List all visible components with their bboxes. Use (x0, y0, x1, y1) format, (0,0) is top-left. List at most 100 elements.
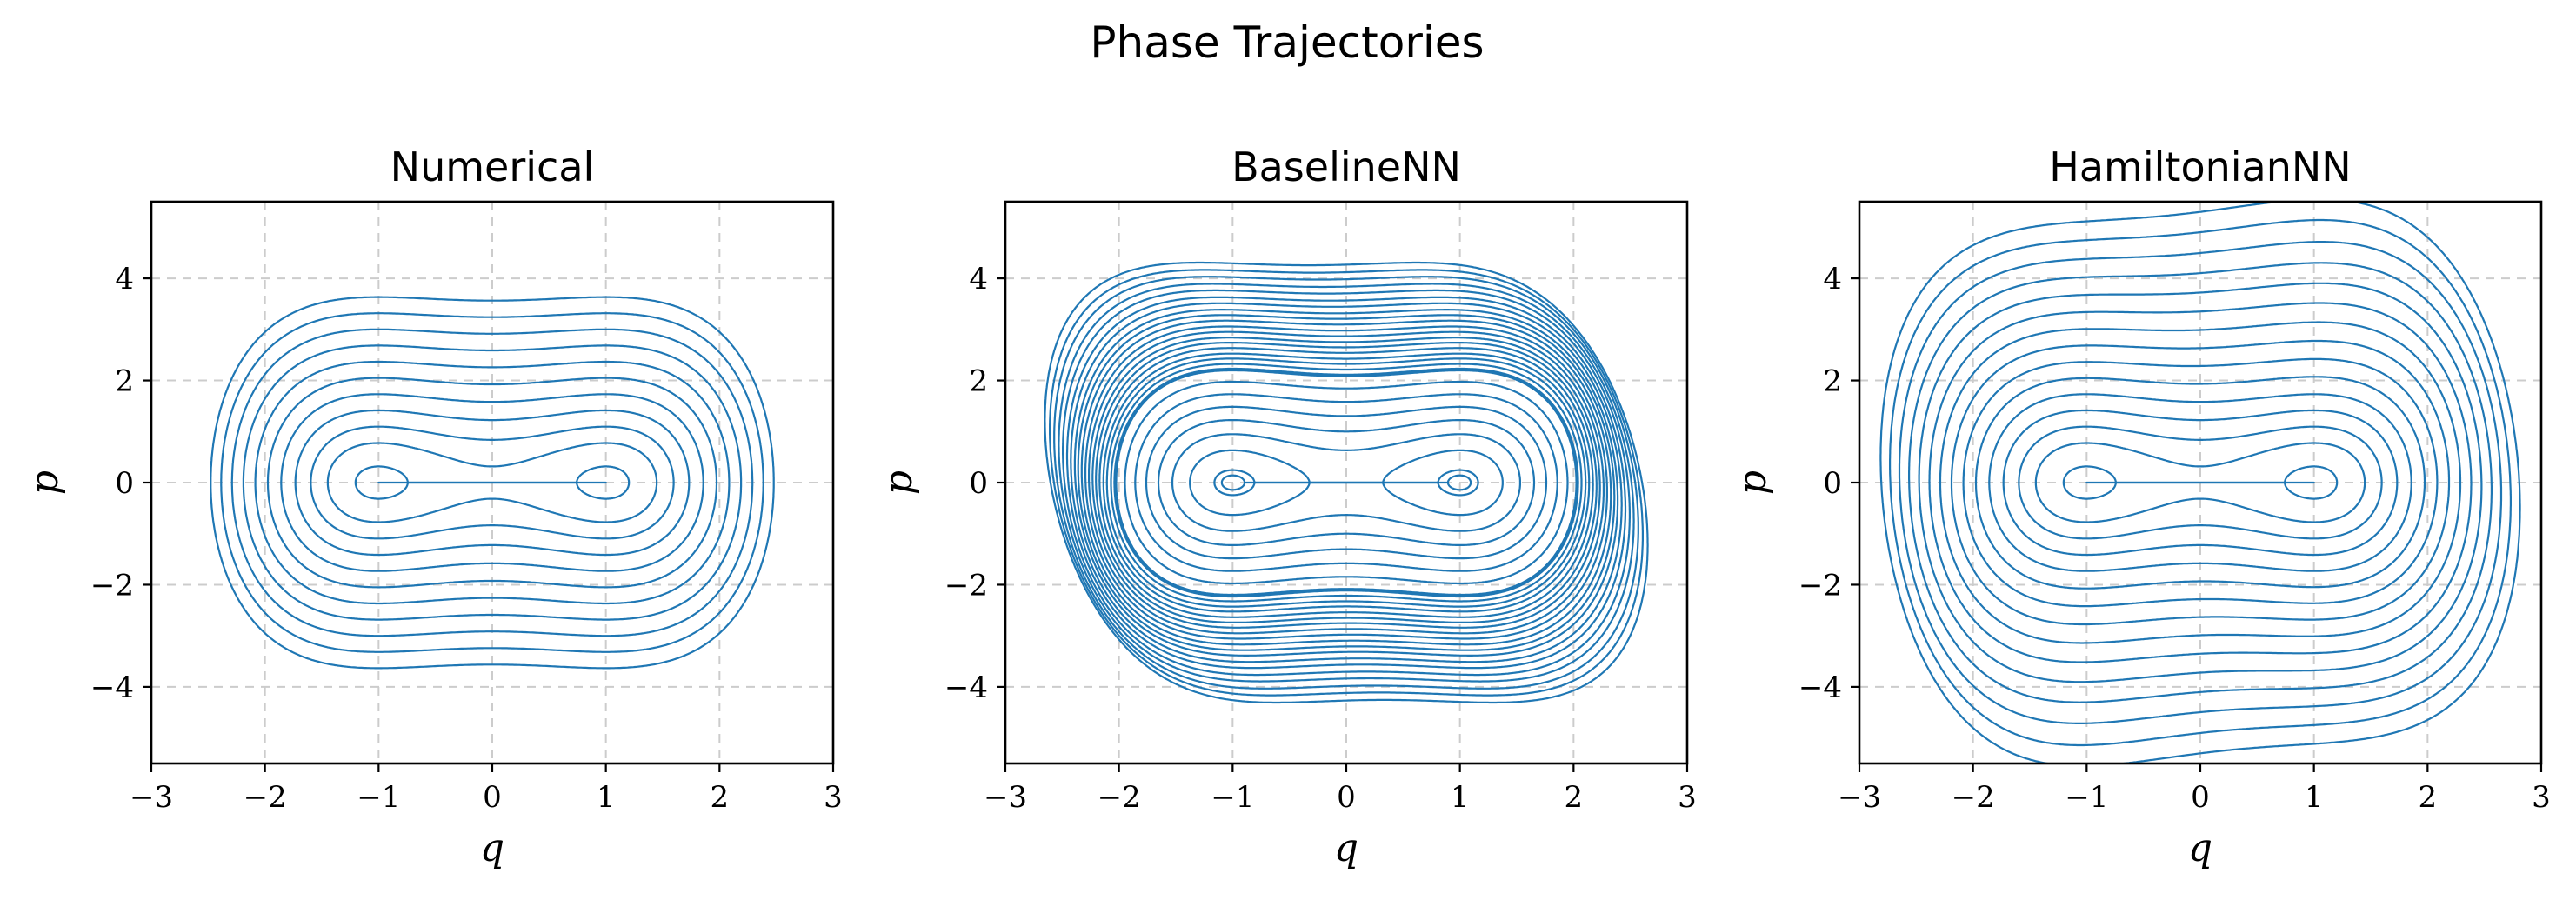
trajectory-line (1189, 449, 1504, 517)
y-axis-label: p (1731, 470, 1775, 495)
trajectory-line (242, 344, 743, 621)
trajectory-line (2062, 465, 2339, 500)
trajectory-line (1062, 289, 1631, 677)
y-tick-label: 4 (115, 262, 134, 297)
trajectory-line (1049, 269, 1644, 697)
panel-2: −3 −2 −1 0 1 2 3 −4 −2 0 2 4 BaselineNN q p (877, 143, 1697, 870)
y-tick-label: −4 (90, 670, 134, 705)
x-tick-label: −1 (1211, 780, 1254, 815)
x-tick-label: −1 (2065, 780, 2108, 815)
y-tick-label: −2 (90, 568, 134, 603)
trajectory-line (1088, 330, 1605, 635)
trajectories (210, 296, 775, 670)
trajectory-line (1974, 376, 2426, 590)
trajectory-line (1105, 357, 1587, 608)
trajectory-line (1053, 276, 1639, 690)
trajectory-line (266, 377, 718, 589)
y-tick-label: 0 (1823, 466, 1842, 501)
y-tick-label: 4 (1823, 262, 1842, 297)
trajectory-line (1065, 296, 1627, 670)
trajectory-line (1070, 302, 1623, 663)
trajectory-line (326, 442, 658, 523)
x-tick-label: 2 (2419, 780, 2438, 815)
x-tick-label: −2 (1952, 780, 1995, 815)
trajectory-line (1044, 261, 1649, 704)
y-tick-label: 2 (115, 364, 134, 399)
x-tick-label: 2 (1565, 780, 1584, 815)
x-tick-label: −3 (130, 780, 173, 815)
trajectory-line (1879, 202, 2521, 763)
trajectories (1879, 202, 2521, 763)
x-tick-label: 1 (597, 780, 616, 815)
trajectory-line (1157, 419, 1536, 546)
trajectory-line (1134, 393, 1558, 572)
trajectory-line (1102, 352, 1591, 613)
x-tick-label: −3 (984, 780, 1027, 815)
trajectory-line (1898, 241, 2503, 724)
trajectory-line (1918, 282, 2483, 683)
x-tick-label: −2 (244, 780, 287, 815)
x-tick-label: 1 (1451, 780, 1470, 815)
x-tick-label: 0 (1337, 780, 1356, 815)
trajectory-line (230, 328, 754, 637)
trajectory-line (1213, 469, 1479, 497)
figure-title: Phase Trajectories (1090, 17, 1484, 68)
panel-title: BaselineNN (1231, 143, 1461, 190)
trajectory-line (2018, 425, 2383, 540)
trajectory-line (2002, 409, 2399, 557)
panel-title: Numerical (390, 143, 595, 190)
trajectory-line (1091, 337, 1601, 629)
x-tick-label: 0 (483, 780, 502, 815)
y-tick-label: 0 (115, 466, 134, 501)
x-tick-label: 2 (711, 780, 730, 815)
trajectory-line (1077, 314, 1616, 651)
trajectory-line (294, 409, 691, 557)
trajectory-line (1113, 367, 1579, 598)
y-tick-label: −2 (1799, 568, 1842, 603)
trajectory-line (1073, 309, 1619, 657)
trajectory-line (1950, 339, 2451, 626)
panel-title: HamiltonianNN (2049, 143, 2351, 190)
trajectory-line (1080, 319, 1612, 646)
trajectory-line (1098, 347, 1594, 618)
trajectory-line (2034, 442, 2366, 523)
trajectory-line (1145, 405, 1548, 560)
y-axis-label: p (23, 470, 67, 495)
y-axis-label: p (877, 470, 921, 495)
y-tick-label: 4 (969, 262, 988, 297)
trajectory-line (210, 296, 775, 670)
trajectory-line (1124, 380, 1569, 585)
y-tick-label: −2 (944, 568, 988, 603)
y-tick-label: 2 (969, 364, 988, 399)
x-axis-label: q (1334, 826, 1358, 870)
trajectory-line (280, 393, 704, 572)
trajectory-line (1939, 321, 2462, 644)
trajectories (1044, 261, 1649, 704)
x-tick-label: 3 (824, 780, 843, 815)
trajectory-line (1171, 433, 1522, 532)
x-tick-label: 3 (2532, 780, 2551, 815)
trajectory-line (1988, 393, 2412, 572)
y-tick-label: −4 (944, 670, 988, 705)
trajectory-line (1084, 325, 1608, 640)
x-tick-label: 1 (2305, 780, 2324, 815)
panel-1: −3 −2 −1 0 1 2 3 −4 −2 0 2 4 Numerical q p (23, 143, 843, 870)
trajectory-line (1889, 218, 2512, 747)
y-tick-label: 2 (1823, 364, 1842, 399)
trajectory-line (1058, 283, 1635, 683)
x-tick-label: −3 (1838, 780, 1881, 815)
x-tick-label: 0 (2191, 780, 2210, 815)
x-axis-label: q (480, 826, 504, 870)
trajectory-line (1928, 302, 2473, 663)
trajectory-line (1962, 357, 2439, 608)
y-tick-label: 0 (969, 466, 988, 501)
trajectory-line (1908, 262, 2493, 703)
panel-3: −3 −2 −1 0 1 2 3 −4 −2 0 2 4 HamiltonianNN q p (1731, 143, 2551, 870)
trajectory-line (310, 425, 675, 540)
trajectory-line (1110, 363, 1583, 603)
panels: −3 −2 −1 0 1 2 3 −4 −2 0 2 4 Numerical q p −3 −2 −1 0 1 2 3 −4… (23, 143, 2551, 870)
x-tick-label: −2 (1098, 780, 1141, 815)
y-tick-label: −4 (1799, 670, 1842, 705)
trajectory-line (1095, 342, 1598, 623)
